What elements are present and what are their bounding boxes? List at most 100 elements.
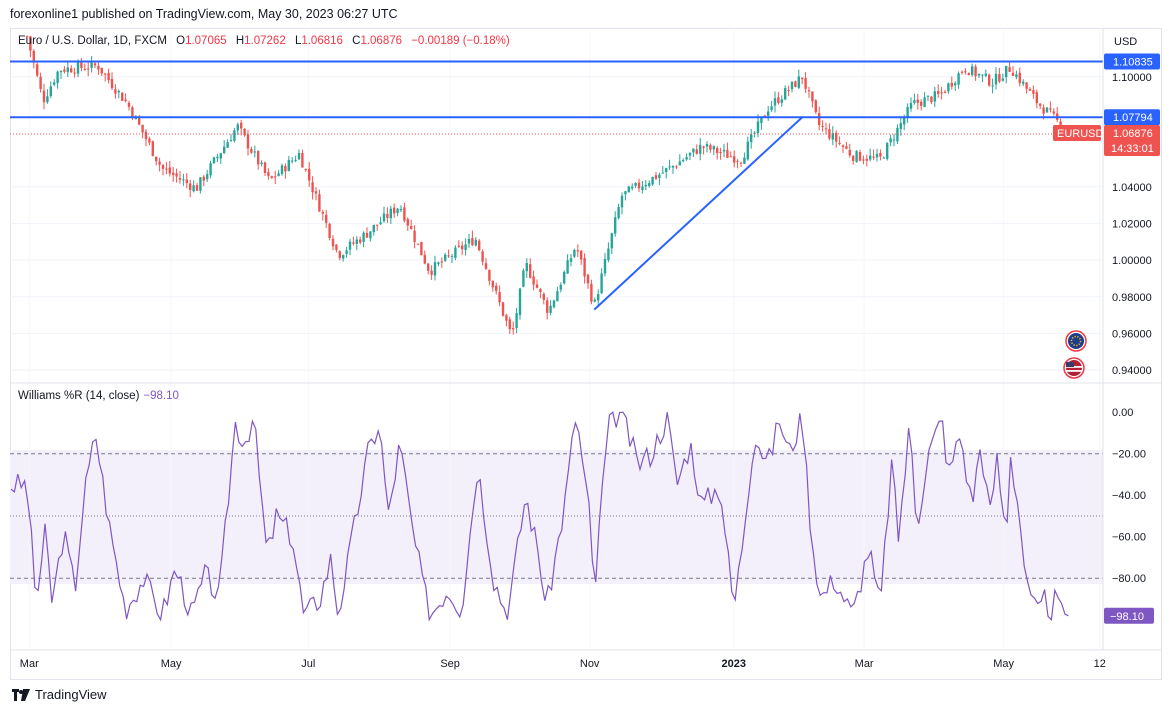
candle-body — [661, 172, 664, 174]
level-price-badge — [1104, 109, 1160, 126]
price-badges: 1.10835 1.07794 EURUSD 1.06876 14:33:01 −98.1… — [1053, 53, 1160, 624]
candle-body — [624, 191, 627, 195]
candle-body — [93, 63, 97, 66]
candle-body — [182, 179, 185, 181]
candle-body — [1008, 67, 1011, 72]
candle-body — [790, 81, 794, 90]
candle-body — [580, 250, 583, 260]
candle-body — [36, 64, 39, 76]
candle-body — [733, 156, 736, 163]
candle-body — [379, 222, 382, 225]
candle-body — [369, 231, 372, 239]
chart-overlays — [10, 60, 1103, 311]
candle-body — [131, 107, 134, 118]
high-value: 1.07262 — [244, 35, 286, 47]
candle-body — [481, 251, 484, 262]
candle-body — [620, 195, 624, 208]
eu-flag-icon[interactable] — [1065, 330, 1087, 352]
candle-body — [512, 328, 515, 330]
time-axis-label: May — [161, 658, 182, 670]
candle-body — [318, 194, 321, 212]
candle-body — [32, 50, 35, 63]
wr-line — [10, 411, 1069, 622]
candle-body — [345, 250, 348, 254]
us-flag-icon[interactable] — [1063, 357, 1085, 379]
candle-body — [107, 72, 110, 81]
candle-body — [593, 299, 596, 302]
candle-body — [386, 213, 389, 218]
candle-body — [1001, 78, 1004, 81]
trendline — [593, 116, 804, 311]
candle-body — [535, 284, 539, 288]
candle-body — [549, 305, 552, 313]
candle-body — [403, 207, 406, 221]
candle-body — [906, 106, 909, 118]
candle-body — [484, 263, 488, 269]
candle-body — [413, 230, 416, 242]
candle-body — [556, 291, 559, 302]
candle-body — [172, 172, 175, 176]
candle-body — [277, 173, 280, 176]
candle-body — [532, 276, 535, 285]
candle-body — [702, 146, 705, 148]
symbol-description[interactable]: Euro / U.S. Dollar, 1D, FXCM — [18, 35, 167, 47]
candle-body — [855, 150, 858, 162]
candle-body — [705, 144, 709, 147]
candle-body — [372, 224, 375, 233]
candle-body — [937, 91, 940, 94]
candle-body — [287, 159, 290, 172]
candle-body — [263, 162, 267, 173]
candle-body — [678, 161, 681, 166]
candle-body — [454, 247, 457, 258]
candle-body — [515, 313, 518, 328]
candle-body — [274, 176, 277, 178]
close-value: 1.06876 — [360, 35, 403, 47]
chart-frame — [10, 28, 1162, 680]
candle-body — [821, 125, 824, 127]
candle-body — [138, 117, 141, 125]
candle-body — [563, 271, 566, 284]
candle-body — [280, 165, 284, 174]
candle-body — [328, 223, 331, 238]
candle-body — [1039, 103, 1042, 106]
price-candles — [25, 35, 1069, 335]
price-axis-tick-label: 1.10000 — [1112, 72, 1152, 84]
candle-body — [688, 152, 692, 156]
candle-body — [474, 239, 477, 246]
candle-body — [495, 285, 498, 291]
indicator-name[interactable]: Williams %R (14, close) — [18, 390, 140, 402]
candle-body — [943, 91, 947, 93]
candle-body — [590, 283, 593, 302]
high-label: H — [235, 35, 245, 47]
candle-body — [175, 173, 178, 177]
candle-body — [39, 76, 42, 90]
candle-body — [427, 263, 430, 271]
candle-body — [29, 36, 32, 51]
candle-body — [831, 133, 834, 140]
candle-body — [444, 254, 447, 261]
candle-body — [916, 99, 919, 103]
symbol-badge — [1053, 125, 1101, 142]
indicator-legend: Williams %R (14, close) −98.10 — [18, 390, 179, 402]
candle-body — [797, 76, 800, 88]
candle-body — [811, 91, 814, 102]
candle-body — [229, 140, 233, 142]
candle-body — [376, 224, 379, 226]
candle-body — [756, 121, 760, 133]
candle-body — [903, 118, 906, 125]
candle-body — [59, 70, 63, 73]
candle-body — [991, 85, 994, 87]
candle-body — [440, 261, 443, 263]
candle-body — [1018, 72, 1021, 84]
candle-body — [930, 96, 933, 103]
candle-body — [1035, 92, 1038, 104]
williams-r-plot — [10, 411, 1103, 622]
wr-value-badge — [1104, 607, 1154, 624]
change-value: −0.00189 (−0.18%) — [411, 35, 510, 47]
candle-body — [801, 77, 804, 80]
candle-body — [362, 232, 365, 242]
candle-body — [862, 159, 865, 161]
footer-brand: TradingView — [12, 687, 107, 702]
candle-body — [365, 232, 369, 238]
